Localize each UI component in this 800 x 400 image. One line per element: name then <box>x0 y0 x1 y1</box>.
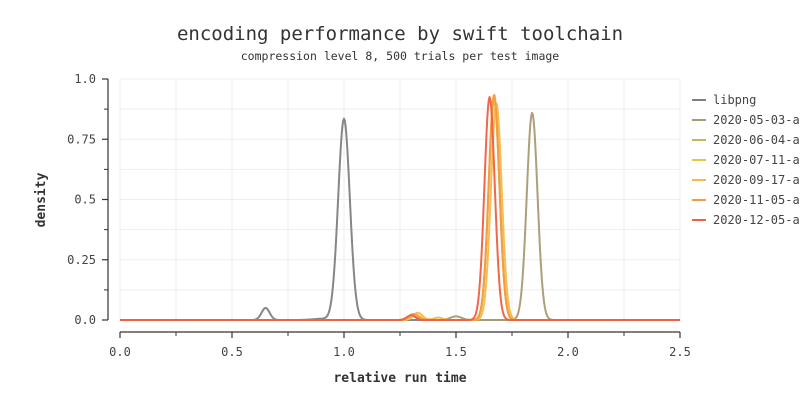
y-tick-label: 0.25 <box>67 253 96 267</box>
y-axis: 0.0 0.25 0.5 0.75 1.0 <box>67 72 109 327</box>
x-axis-label: relative run time <box>333 371 466 386</box>
x-tick-label: 1.0 <box>333 345 355 359</box>
legend-label: 2020-09-17-a <box>713 173 800 187</box>
y-tick-label: 1.0 <box>74 72 96 86</box>
x-tick-label: 0.5 <box>221 345 243 359</box>
chart-title: encoding performance by swift toolchain <box>177 23 623 45</box>
x-tick-label: 2.5 <box>669 345 691 359</box>
legend-label: 2020-07-11-a <box>713 153 800 167</box>
legend-label: 2020-12-05-a <box>713 213 800 227</box>
y-tick-label: 0.0 <box>74 313 96 327</box>
x-tick-label: 0.0 <box>109 345 131 359</box>
x-tick-label: 1.5 <box>445 345 467 359</box>
x-tick-label: 2.0 <box>557 345 579 359</box>
series-line-6 <box>119 96 681 321</box>
y-tick-label: 0.5 <box>74 193 96 207</box>
y-tick-label: 0.75 <box>67 132 96 146</box>
x-axis: 0.0 0.5 1.0 1.5 2.0 2.5 <box>109 331 691 359</box>
legend-label: 2020-11-05-a <box>713 193 800 207</box>
series-lines <box>119 94 681 321</box>
legend: libpng 2020-05-03-a 2020-06-04-a 2020-07-11… <box>692 93 800 227</box>
grid-lines <box>119 78 681 321</box>
legend-label: libpng <box>713 93 756 107</box>
chart-subtitle: compression level 8, 500 trials per test… <box>241 49 560 63</box>
legend-label: 2020-06-04-a <box>713 133 800 147</box>
legend-label: 2020-05-03-a <box>713 113 800 127</box>
y-axis-label: density <box>34 172 49 227</box>
